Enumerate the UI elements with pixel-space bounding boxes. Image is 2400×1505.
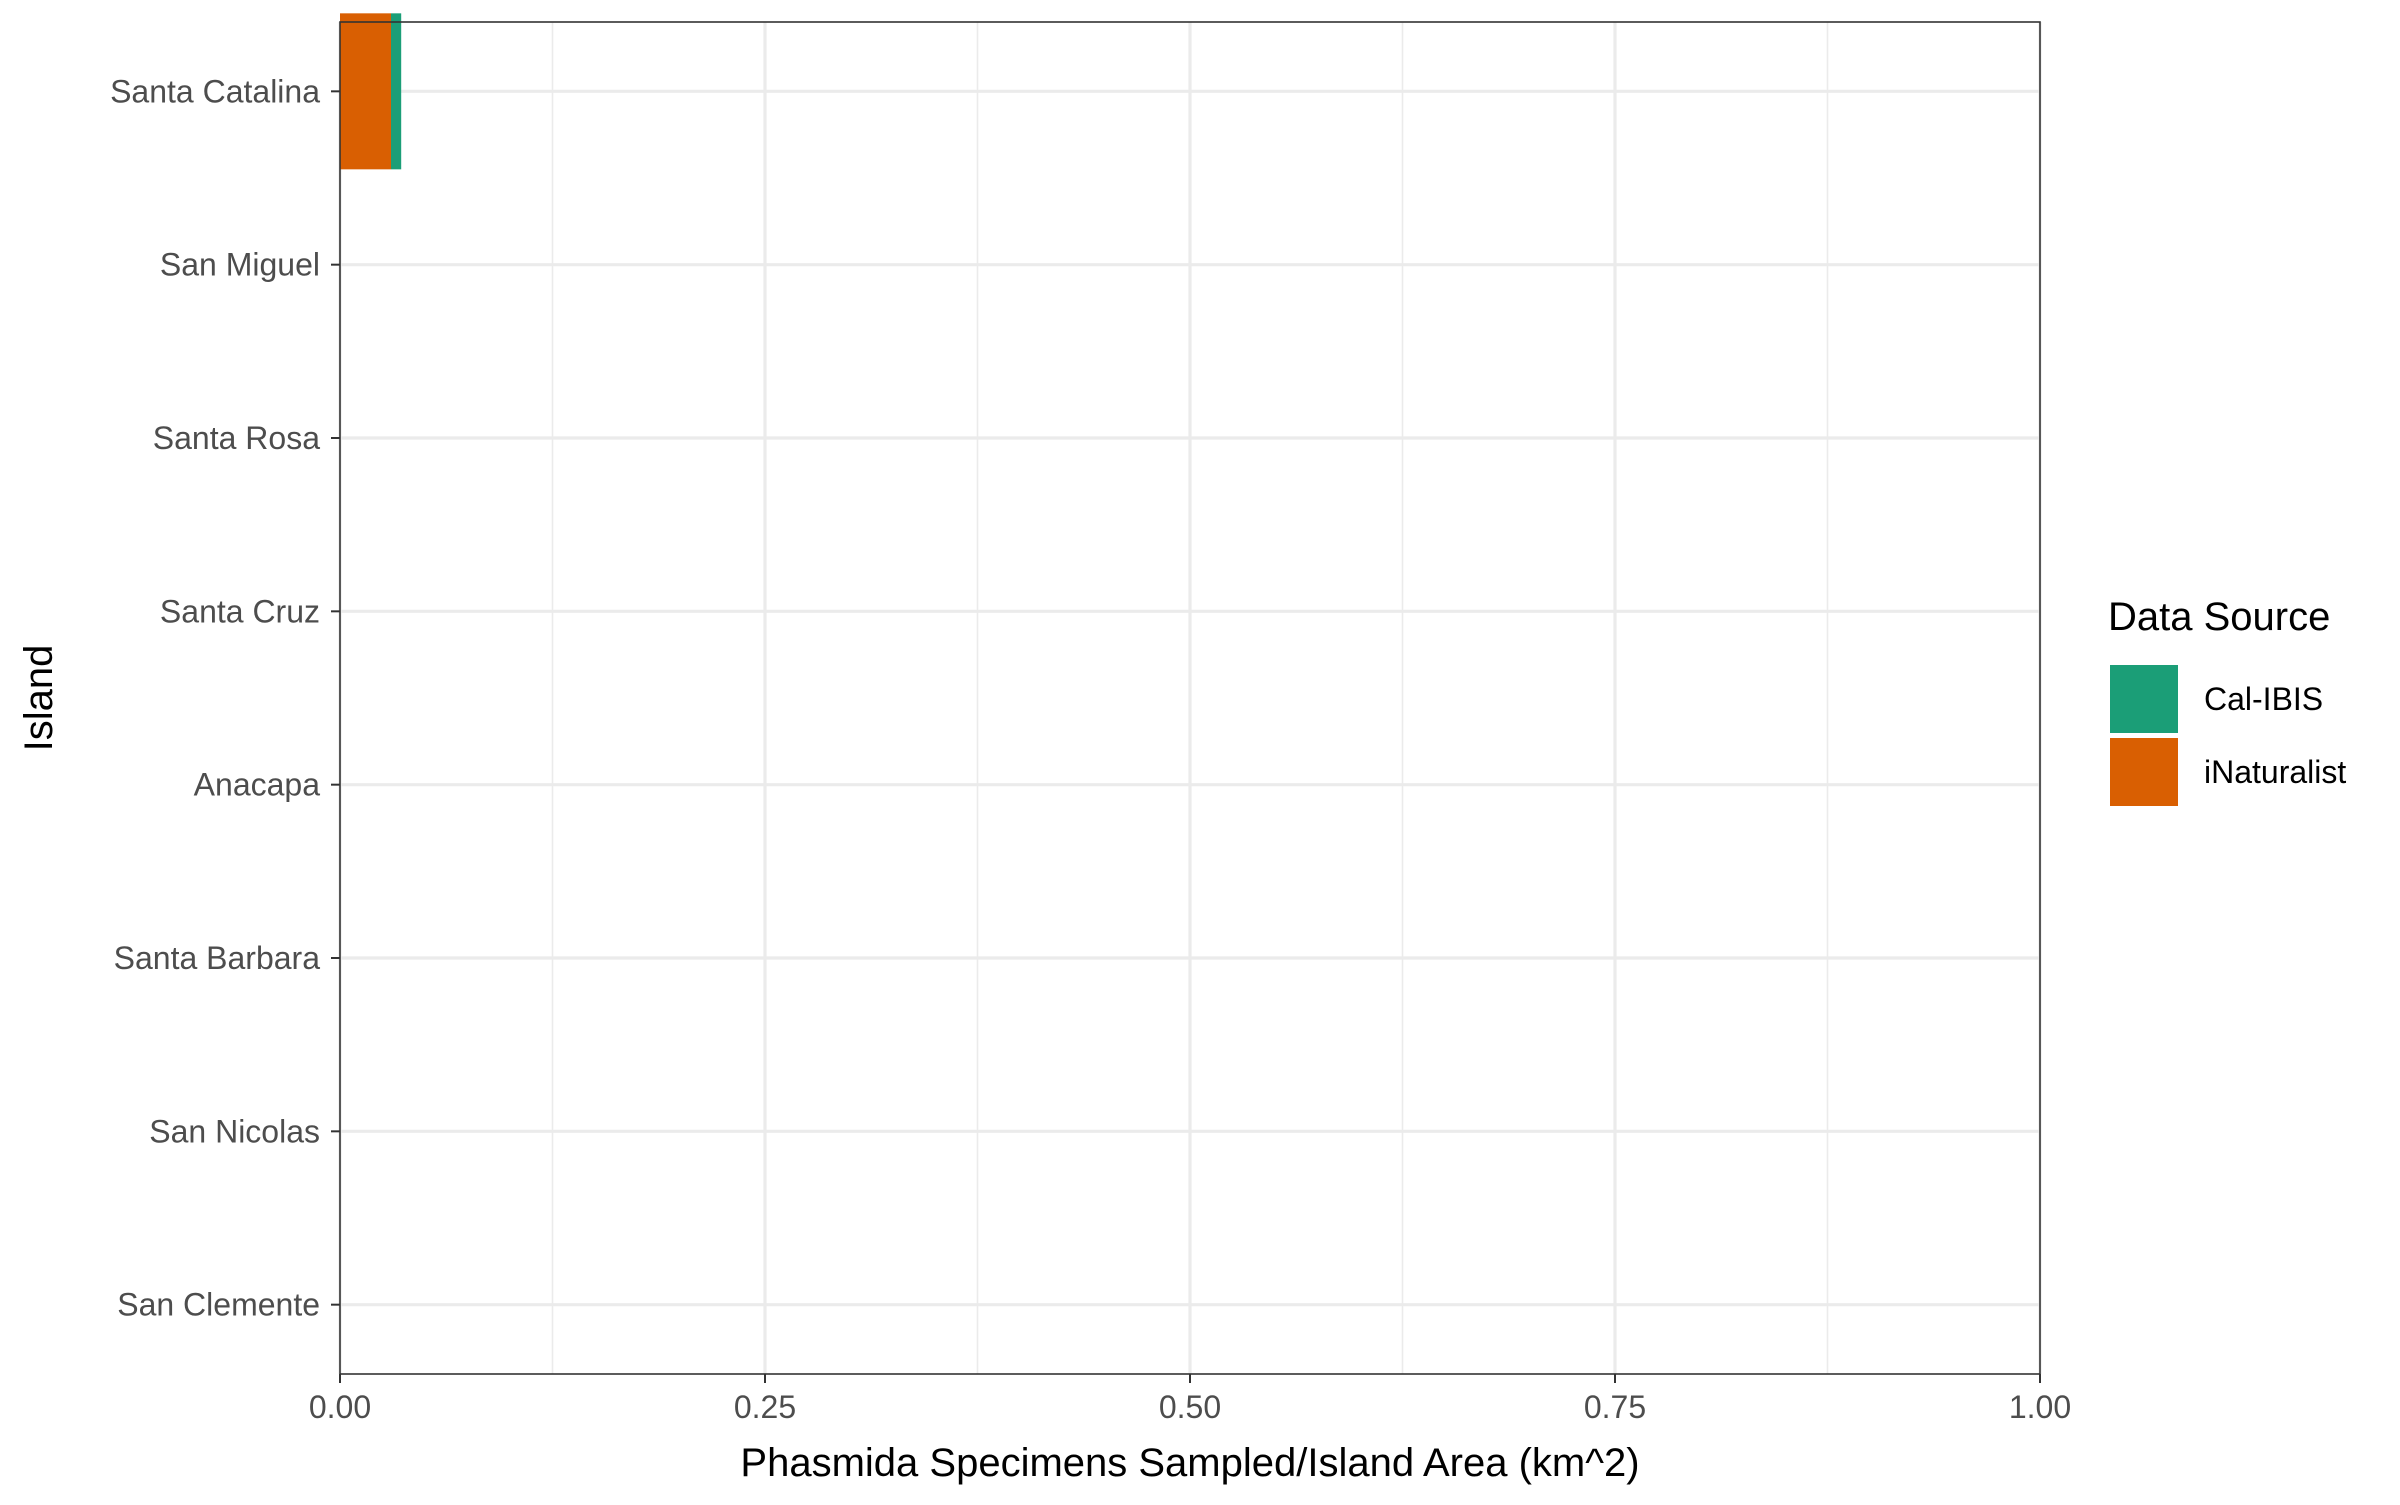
y-tick-label: Anacapa (194, 767, 321, 803)
x-tick-label: 0.75 (1584, 1389, 1646, 1425)
bar-cal-ibis (391, 13, 402, 170)
bar-inaturalist (340, 13, 391, 170)
legend-items: Cal-IBIS iNaturalist (2110, 665, 2346, 806)
y-tick-label: San Nicolas (149, 1113, 320, 1149)
legend-swatch (2110, 665, 2178, 733)
y-axis: Santa Catalina San Miguel Santa Rosa Santa … (110, 73, 340, 1323)
y-tick-label: Santa Cruz (160, 593, 320, 629)
x-tick-label: 0.00 (309, 1389, 371, 1425)
legend-title: Data Source (2108, 595, 2330, 639)
legend-label: iNaturalist (2204, 754, 2346, 790)
x-tick-label: 0.50 (1159, 1389, 1221, 1425)
legend-swatch (2110, 738, 2178, 806)
x-axis: 0.00 0.25 0.50 0.75 1.00 (309, 1374, 2071, 1425)
x-axis-title: Phasmida Specimens Sampled/Island Area (… (740, 1441, 1639, 1485)
grid-lines (338, 22, 2042, 1374)
y-tick-label: San Miguel (160, 247, 320, 283)
legend: Data Source Cal-IBIS iNaturalist (2108, 595, 2346, 806)
y-axis-title: Island (17, 645, 61, 752)
x-tick-label: 1.00 (2009, 1389, 2071, 1425)
y-tick-label: Santa Barbara (114, 940, 321, 976)
legend-label: Cal-IBIS (2204, 681, 2323, 717)
y-tick-label: Santa Rosa (153, 420, 320, 456)
bars (340, 13, 402, 170)
y-tick-label: San Clemente (117, 1287, 320, 1323)
x-tick-label: 0.25 (734, 1389, 796, 1425)
y-tick-label: Santa Catalina (110, 73, 320, 109)
